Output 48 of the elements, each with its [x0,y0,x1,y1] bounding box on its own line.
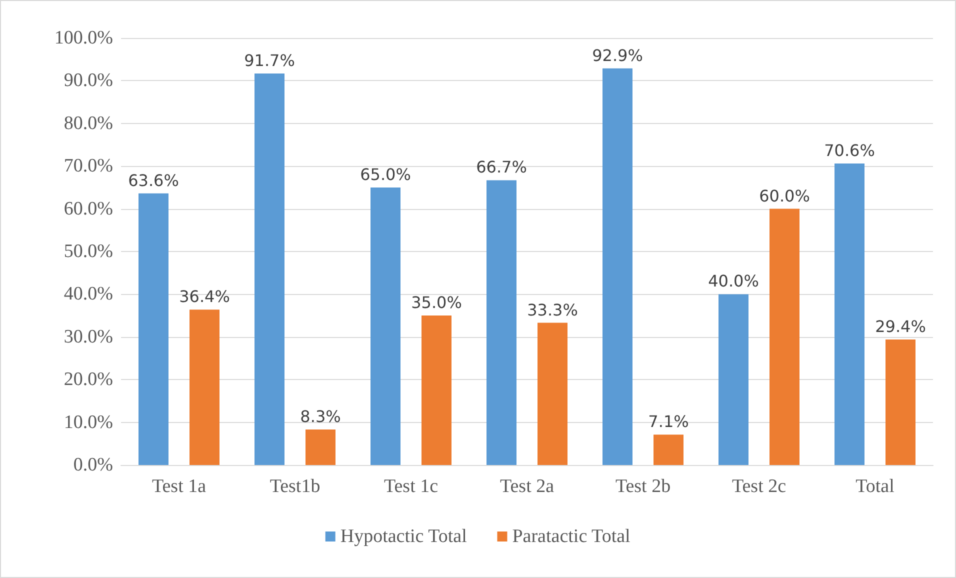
x-tick-label: Test 1a [152,476,207,497]
bar [834,164,864,465]
y-tick-label: 80.0% [64,112,114,134]
y-tick-label: 20.0% [64,369,114,390]
bar [254,73,284,465]
bar [486,180,516,465]
x-tick-label: Test 2b [615,476,671,497]
bar [422,316,452,465]
y-tick-label: 10.0% [64,412,114,433]
data-label: 70.6% [824,141,875,160]
y-tick-label: 90.0% [64,70,114,92]
bar [538,322,568,465]
y-tick-label: 0.0% [73,454,114,476]
bar [306,430,336,465]
y-tick-label: 50.0% [64,241,114,262]
x-tick-label: Test 1c [384,476,438,497]
bar [138,193,168,465]
y-tick-label: 30.0% [64,326,114,348]
legend-label: Hypotactic Total [340,526,467,547]
data-label: 35.0% [411,293,462,312]
data-label: 92.9% [592,46,643,65]
bar [718,294,748,465]
bar [190,310,220,465]
data-label: 63.6% [128,170,179,190]
bar [886,339,916,465]
bar [370,187,400,465]
data-label: 8.3% [300,407,341,426]
data-label: 33.3% [527,300,578,320]
data-label: 65.0% [360,164,411,184]
x-tick-label: Test 2a [500,476,555,497]
data-label: 7.1% [648,412,689,432]
legend-label: Paratactic Total [512,526,630,547]
x-tick-label: Total [856,476,894,497]
y-tick-label: 70.0% [64,156,114,177]
bar [770,208,800,465]
x-tick-label: Test 2c [732,476,786,497]
y-tick-label: 100.0% [54,28,114,48]
y-tick-label: 40.0% [64,284,114,305]
data-label: 91.7% [244,50,295,70]
data-label: 29.4% [875,316,926,336]
x-tick-label: Test1b [270,476,320,497]
data-label: 40.0% [708,272,759,291]
data-label: 60.0% [759,186,810,206]
bar [602,68,632,465]
bar [654,434,684,465]
y-tick-label: 60.0% [64,198,114,220]
data-label: 36.4% [179,287,230,306]
data-label: 66.7% [476,158,527,177]
